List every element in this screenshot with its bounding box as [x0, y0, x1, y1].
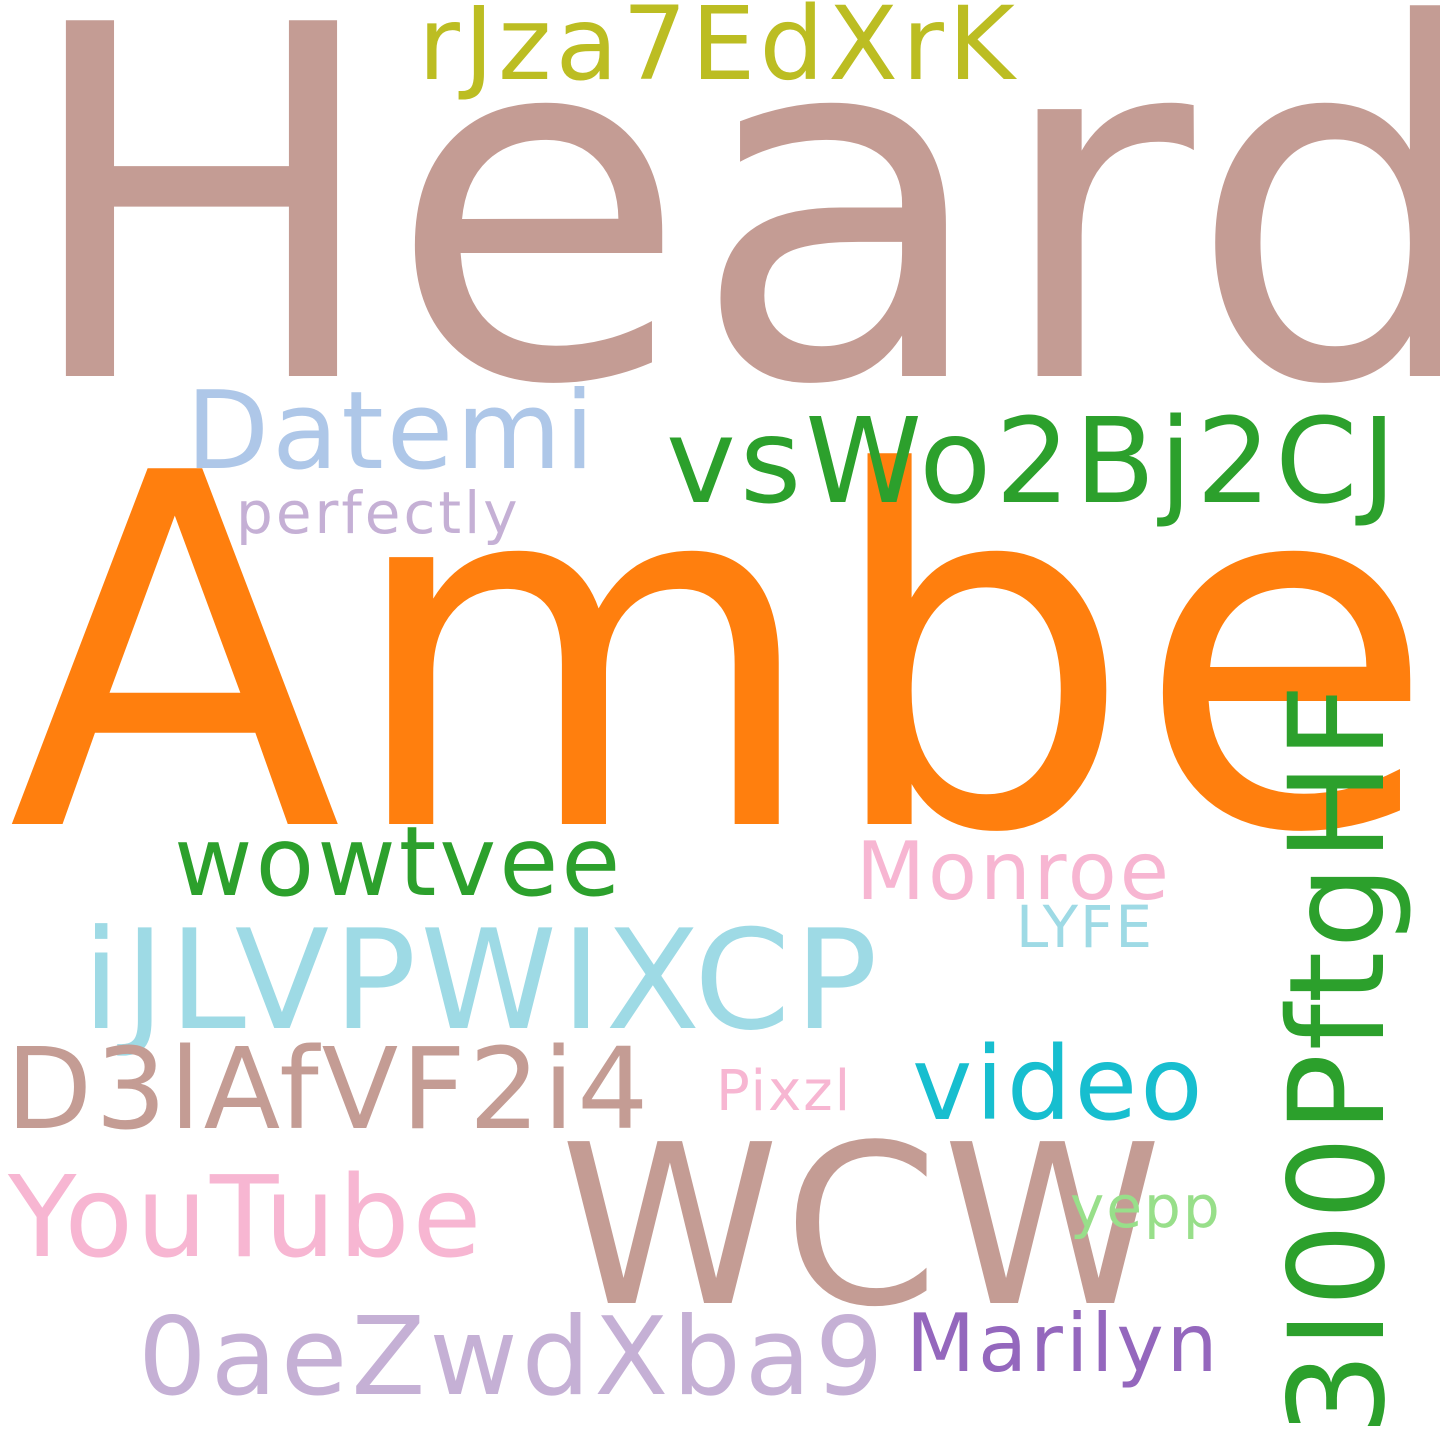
word-perfectly: perfectly [236, 479, 521, 547]
word-rjza: rJza7EdXrK [418, 0, 1019, 104]
word-3i00pftghf: 3I00PftgHF [1261, 680, 1415, 1436]
word-vswo: vsWo2Bj2CJ [666, 392, 1401, 530]
word-datemi: Datemi [186, 369, 598, 494]
word-youtube: YouTube [8, 1153, 485, 1283]
word-ijlvpwixcp: iJLVPWIXCP [82, 900, 882, 1061]
word-monroe: Monroe [856, 825, 1172, 918]
word-heard: Heard [18, 0, 1440, 492]
word-marilyn: Marilyn [906, 1297, 1221, 1390]
word-pixzl: Pixzl [716, 1059, 853, 1124]
word-wowtvee: wowtvee [174, 806, 624, 918]
word-video: video [912, 1025, 1206, 1144]
word-lyfe: LYFE [1016, 893, 1155, 961]
word-yepp: yepp [1070, 1173, 1222, 1241]
word-wcw: WCW [560, 1098, 1167, 1356]
word-0aezwdxba9: 0aeZwdXba9 [138, 1295, 888, 1420]
word-d3lafvf2i4: D3lAfVF2i4 [6, 1025, 652, 1155]
